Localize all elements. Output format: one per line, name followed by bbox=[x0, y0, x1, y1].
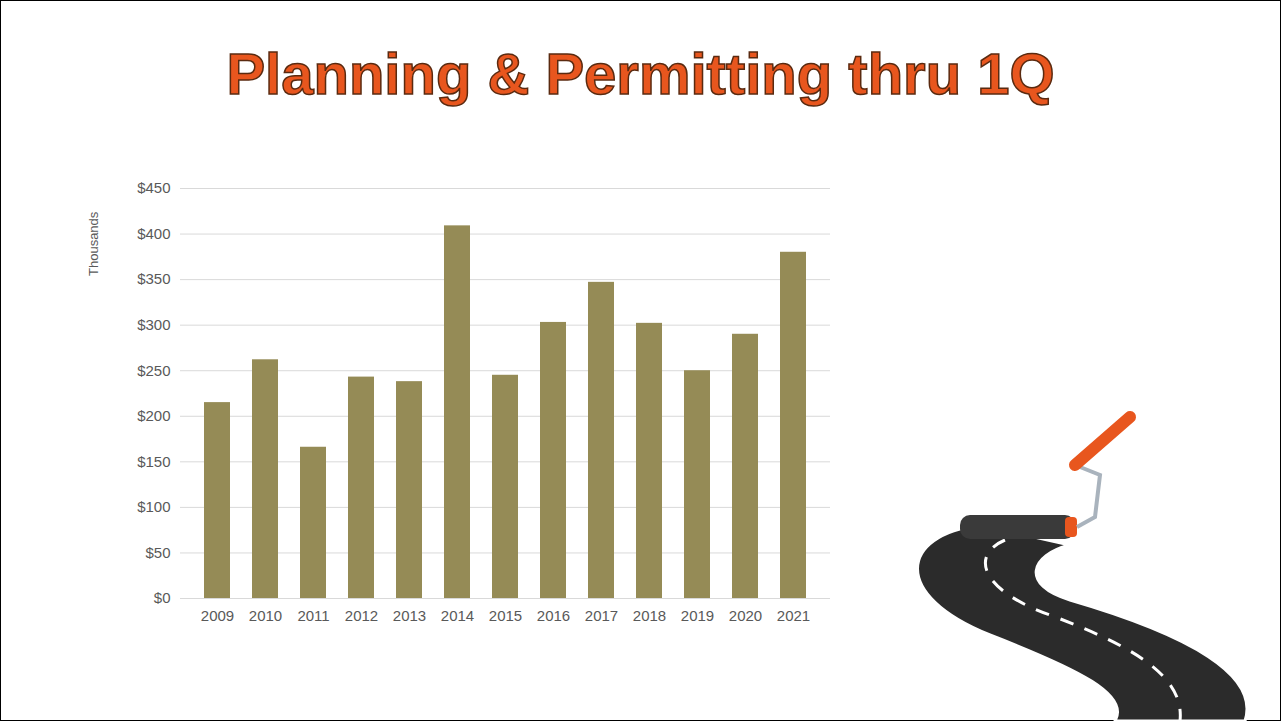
svg-text:$50: $50 bbox=[145, 544, 170, 561]
svg-text:2012: 2012 bbox=[345, 607, 378, 624]
html-text:Thousands: Thousands bbox=[86, 211, 101, 276]
svg-text:$150: $150 bbox=[137, 453, 170, 470]
svg-text:$350: $350 bbox=[137, 270, 170, 287]
html-text:Planning & Permitting thru 1Q: Planning & Permitting thru 1Q bbox=[226, 41, 1055, 106]
svg-text:$300: $300 bbox=[137, 316, 170, 333]
svg-text:$100: $100 bbox=[137, 498, 170, 515]
svg-text:2014: 2014 bbox=[441, 607, 474, 624]
svg-text:$450: $450 bbox=[137, 179, 170, 196]
svg-text:2017: 2017 bbox=[585, 607, 618, 624]
svg-text:2015: 2015 bbox=[489, 607, 522, 624]
svg-text:$400: $400 bbox=[137, 225, 170, 242]
svg-text:2010: 2010 bbox=[249, 607, 282, 624]
svg-text:2018: 2018 bbox=[633, 607, 666, 624]
svg-text:2013: 2013 bbox=[393, 607, 426, 624]
svg-text:2019: 2019 bbox=[681, 607, 714, 624]
svg-text:2021: 2021 bbox=[777, 607, 810, 624]
svg-text:2020: 2020 bbox=[729, 607, 762, 624]
svg-text:$0: $0 bbox=[154, 589, 171, 606]
svg-text:$250: $250 bbox=[137, 362, 170, 379]
svg-text:2016: 2016 bbox=[537, 607, 570, 624]
svg-text:2011: 2011 bbox=[297, 607, 329, 624]
svg-text:2009: 2009 bbox=[201, 607, 234, 624]
svg-text:$200: $200 bbox=[137, 407, 170, 424]
